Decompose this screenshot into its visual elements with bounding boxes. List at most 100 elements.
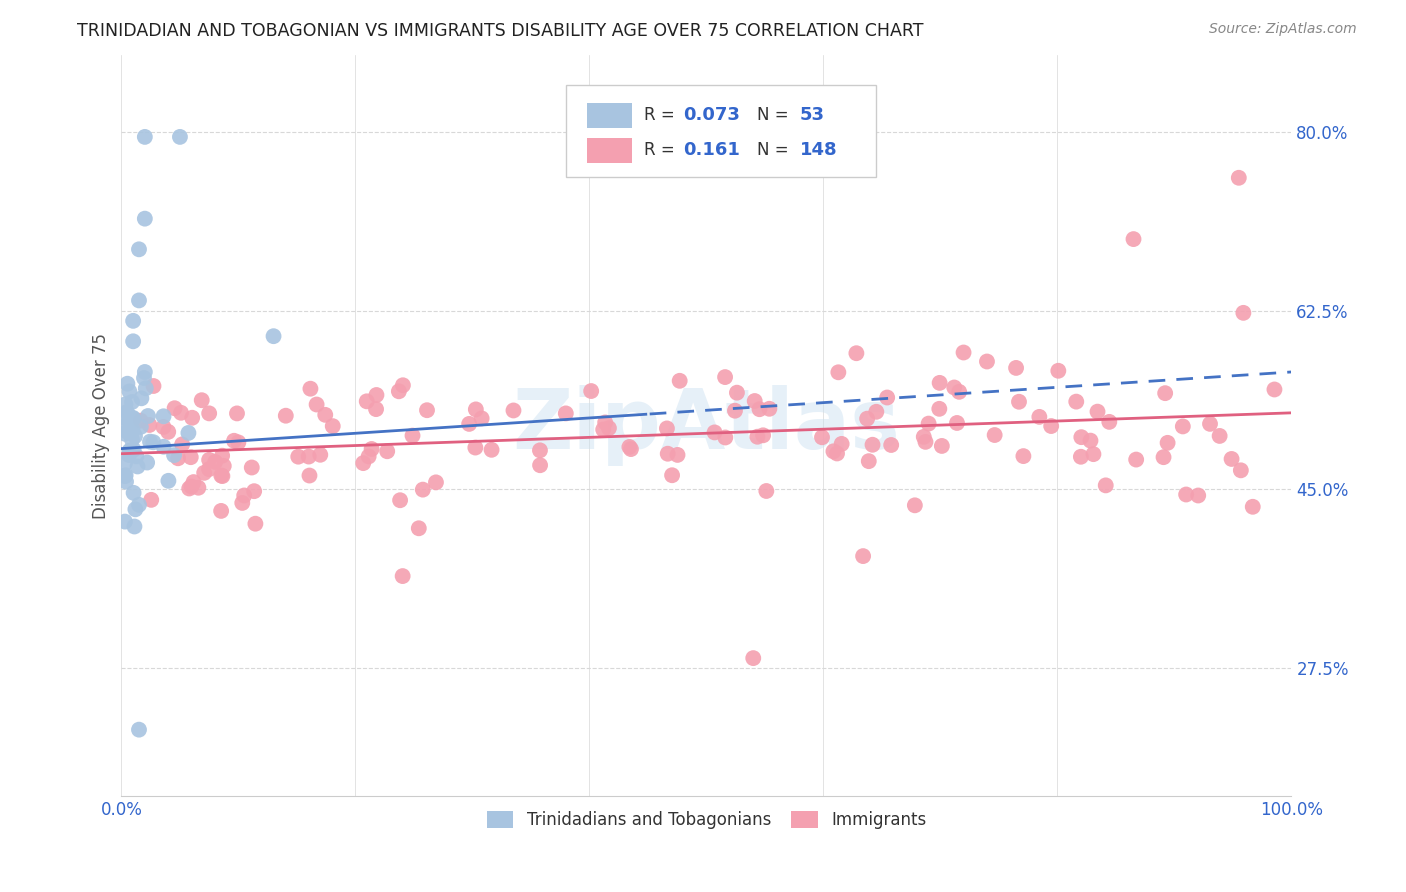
Point — [128, 293, 150, 308]
Point — [592, 423, 614, 437]
Point — [389, 493, 412, 508]
Point — [198, 462, 221, 476]
Point — [1208, 429, 1230, 443]
Point — [416, 403, 439, 417]
Point — [183, 475, 205, 489]
Point — [1070, 430, 1092, 444]
Point — [620, 442, 643, 456]
Point — [823, 444, 845, 458]
FancyBboxPatch shape — [588, 138, 631, 162]
Point — [408, 521, 430, 535]
Point — [529, 443, 551, 458]
Point — [554, 406, 576, 420]
Point — [1241, 500, 1264, 514]
Point — [179, 482, 201, 496]
Point — [1064, 394, 1087, 409]
Point — [211, 469, 233, 483]
Point — [1227, 170, 1250, 185]
Point — [1122, 232, 1144, 246]
Point — [115, 425, 138, 439]
Point — [425, 475, 447, 490]
Point — [124, 519, 146, 533]
Point — [134, 129, 156, 144]
Point — [1230, 463, 1253, 477]
Point — [125, 450, 148, 464]
Point — [655, 421, 678, 435]
Point — [1125, 452, 1147, 467]
Point — [228, 435, 250, 450]
Point — [226, 406, 249, 420]
Point — [388, 384, 411, 399]
Point — [1012, 449, 1035, 463]
Point — [114, 456, 136, 470]
Point — [152, 440, 174, 454]
Point — [245, 516, 267, 531]
Point — [181, 410, 204, 425]
Text: 148: 148 — [800, 141, 838, 159]
Point — [392, 378, 415, 392]
Point — [1083, 447, 1105, 461]
Point — [946, 416, 969, 430]
Point — [412, 483, 434, 497]
Point — [190, 393, 212, 408]
Point — [128, 243, 150, 257]
Text: 0.161: 0.161 — [683, 141, 740, 159]
Point — [1047, 364, 1070, 378]
Point — [121, 410, 143, 425]
Point — [865, 405, 887, 419]
Point — [661, 468, 683, 483]
Y-axis label: Disability Age Over 75: Disability Age Over 75 — [93, 333, 110, 518]
Point — [529, 458, 551, 473]
Point — [118, 384, 141, 399]
FancyBboxPatch shape — [588, 103, 631, 128]
Point — [263, 329, 285, 343]
Point — [233, 488, 256, 502]
Point — [124, 502, 146, 516]
Text: R =: R = — [644, 106, 681, 124]
Point — [744, 394, 766, 409]
Point — [114, 515, 136, 529]
Text: N =: N = — [756, 106, 789, 124]
Point — [136, 409, 159, 423]
Point — [128, 498, 150, 512]
Point — [747, 430, 769, 444]
Point — [1094, 478, 1116, 492]
Point — [169, 129, 191, 144]
Point — [122, 411, 145, 425]
Point — [128, 723, 150, 737]
Point — [121, 425, 143, 439]
Point — [131, 392, 153, 406]
Point — [831, 437, 853, 451]
Point — [471, 411, 494, 425]
Point — [298, 450, 321, 464]
Point — [152, 409, 174, 424]
Point — [356, 394, 378, 409]
Point — [139, 434, 162, 449]
Point — [1028, 409, 1050, 424]
Point — [135, 381, 157, 395]
Point — [122, 314, 145, 328]
Point — [1220, 452, 1243, 467]
Point — [931, 439, 953, 453]
Point — [163, 448, 186, 462]
Legend: Trinidadians and Tobagonians, Immigrants: Trinidadians and Tobagonians, Immigrants — [479, 805, 934, 836]
Point — [142, 379, 165, 393]
Point — [134, 211, 156, 226]
Point — [114, 468, 136, 483]
Point — [1175, 487, 1198, 501]
Point — [121, 423, 143, 437]
Point — [725, 385, 748, 400]
Point — [752, 428, 775, 442]
Point — [976, 354, 998, 368]
Point — [481, 442, 503, 457]
Point — [619, 440, 641, 454]
Point — [152, 420, 174, 434]
Point — [193, 466, 215, 480]
Point — [1154, 386, 1177, 401]
Point — [127, 459, 149, 474]
Point — [904, 498, 927, 512]
Point — [714, 430, 737, 444]
Point — [231, 496, 253, 510]
Point — [928, 376, 950, 390]
Point — [1187, 488, 1209, 502]
